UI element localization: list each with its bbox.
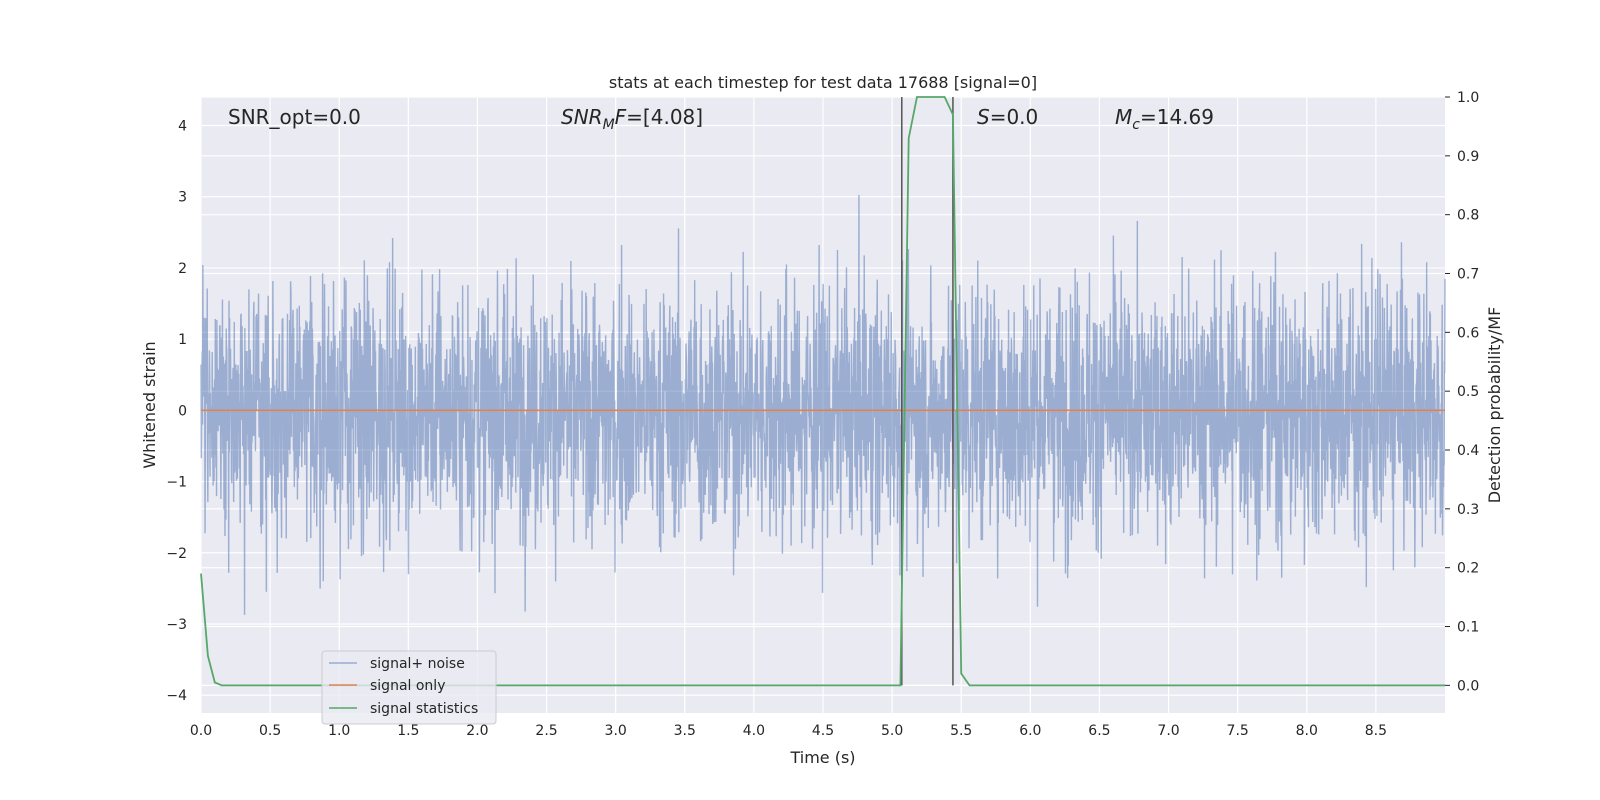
x-tick-label: 1.5 xyxy=(397,723,419,739)
x-tick-label: 3.0 xyxy=(605,723,627,739)
y-tick-labels: 4 3 2 1 0 −1 −2 −3 −4 xyxy=(166,118,187,704)
annotation-s-value: =0.0 xyxy=(990,105,1039,129)
annotation-snr-mf-subscript: M xyxy=(603,117,615,133)
x-tick-label: 3.5 xyxy=(674,723,696,739)
legend-label-signal-only: signal only xyxy=(370,678,445,694)
x-tick-label: 8.5 xyxy=(1365,723,1387,739)
y-axis-label: Whitened strain xyxy=(140,341,159,468)
x-tick-label: 4.0 xyxy=(743,723,765,739)
legend: signal+ noise signal only signal statist… xyxy=(321,650,497,725)
x-tick-label: 5.5 xyxy=(950,723,972,739)
y-right-tick-label: 0.8 xyxy=(1457,208,1479,224)
x-axis-label: Time (s) xyxy=(789,748,855,767)
annotation-s-symbol: S xyxy=(977,105,990,129)
y-tick-label: −2 xyxy=(166,546,187,562)
noise-line xyxy=(200,194,1446,615)
x-tick-label: 8.0 xyxy=(1296,723,1318,739)
y-right-tick-label: 0.9 xyxy=(1457,149,1479,165)
x-tick-label: 5.0 xyxy=(881,723,903,739)
annotation-snr-mf-symbol-rest: F xyxy=(615,105,627,129)
y-right-tick-label: 0.5 xyxy=(1457,384,1479,400)
y-right-tick-labels: 1.0 0.9 0.8 0.7 0.6 0.5 0.4 0.3 0.2 0.1 0.0 xyxy=(1445,90,1479,694)
y-right-tick-label: 0.2 xyxy=(1457,561,1479,577)
x-tick-label: 6.0 xyxy=(1019,723,1041,739)
y-tick-label: −4 xyxy=(166,688,187,704)
y-right-tick-label: 0.6 xyxy=(1457,325,1479,341)
y-tick-label: −3 xyxy=(166,617,187,633)
y-right-tick-label: 0.1 xyxy=(1457,620,1479,636)
y-tick-label: 4 xyxy=(178,118,187,134)
annotation-snr-mf-symbol: SNR xyxy=(561,105,603,129)
y-tick-label: 2 xyxy=(178,261,187,277)
annotation-mc-value: =14.69 xyxy=(1140,105,1214,129)
x-tick-label: 2.0 xyxy=(466,723,488,739)
legend-label-noise: signal+ noise xyxy=(370,656,465,672)
x-tick-label: 1.0 xyxy=(328,723,350,739)
x-tick-label: 4.5 xyxy=(812,723,834,739)
y-right-tick-label: 0.0 xyxy=(1457,678,1479,694)
annotation-snr-mf: SNRMF=[4.08] xyxy=(561,105,703,133)
y-right-tick-label: 1.0 xyxy=(1457,90,1479,106)
y-tick-label: −1 xyxy=(166,475,187,491)
annotation-s: S=0.0 xyxy=(977,105,1038,129)
annotation-mc-subscript: c xyxy=(1132,117,1140,133)
x-tick-label: 0.0 xyxy=(190,723,212,739)
chart-title: stats at each timestep for test data 176… xyxy=(609,73,1037,92)
x-tick-labels: 0.0 0.5 1.0 1.5 2.0 2.5 3.0 3.5 4.0 4.5 5.0 5.5 6.0 6… xyxy=(190,723,1387,739)
y-tick-label: 1 xyxy=(178,332,187,348)
y-right-tick-label: 0.4 xyxy=(1457,443,1479,459)
legend-box xyxy=(321,650,497,725)
signal-statistics-series xyxy=(200,96,1445,687)
y-right-tick-label: 0.7 xyxy=(1457,267,1479,283)
y-tick-label: 0 xyxy=(178,403,187,419)
x-tick-label: 7.5 xyxy=(1227,723,1249,739)
x-tick-label: 6.5 xyxy=(1088,723,1110,739)
y-right-tick-label: 0.3 xyxy=(1457,502,1479,518)
x-tick-label: 7.0 xyxy=(1157,723,1179,739)
annotation-snr-mf-value: =[4.08] xyxy=(626,105,703,129)
signal-statistics-line xyxy=(200,96,1445,687)
legend-label-signal-statistics: signal statistics xyxy=(370,701,478,717)
x-tick-label: 2.5 xyxy=(535,723,557,739)
y-right-axis-label: Detection probability/MF xyxy=(1485,307,1504,504)
noise-series xyxy=(200,194,1446,615)
annotation-snr-opt: SNR_opt=0.0 xyxy=(228,105,361,129)
x-tick-label: 0.5 xyxy=(259,723,281,739)
y-tick-label: 3 xyxy=(178,190,187,206)
annotation-mc-symbol: M xyxy=(1115,105,1132,129)
annotation-mc: Mc=14.69 xyxy=(1115,105,1214,133)
